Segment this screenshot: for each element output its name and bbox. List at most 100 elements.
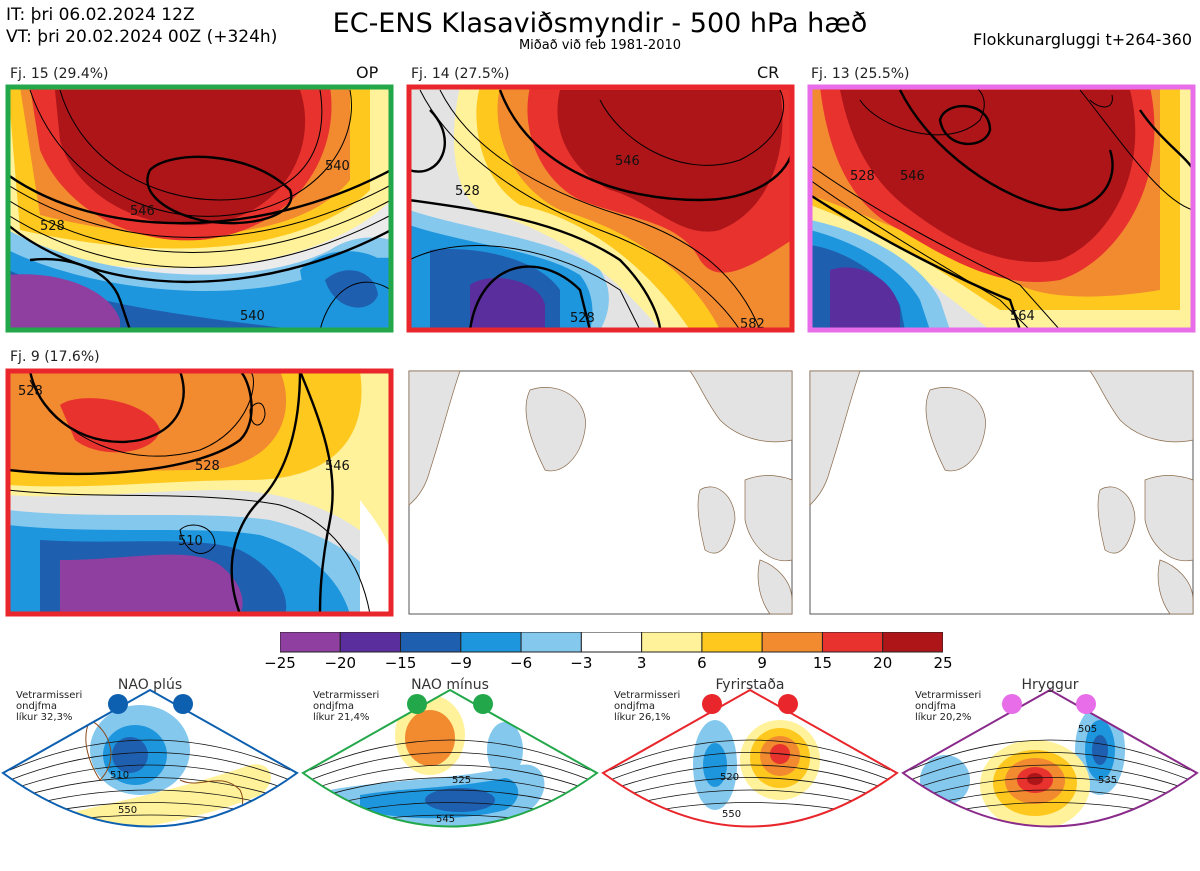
contour-label: 545 xyxy=(436,814,455,825)
regime-name-blocking: Fyrirstaða xyxy=(715,677,785,693)
map-panel-1: 546 540 528 540 xyxy=(8,87,391,330)
colorbar-swatch xyxy=(520,631,582,653)
empty-map-5 xyxy=(408,370,793,615)
colorbar-tick-label: 9 xyxy=(757,654,767,672)
colorbar: −25 −20 −15 −9 −6 −3 3 6 9 15 20 25 xyxy=(264,631,953,678)
contour-label: 528 xyxy=(195,459,220,474)
colorbar-tick-label: −3 xyxy=(570,654,593,672)
colorbar-swatch xyxy=(580,631,643,653)
init-time: IT: þri 06.02.2024 12Z xyxy=(6,5,195,25)
colorbar-tick-label: −15 xyxy=(384,654,417,672)
map-panel-4: 528 528 546 510 xyxy=(8,371,391,614)
regime-marker xyxy=(778,694,798,714)
colorbar-tick-label: −25 xyxy=(264,654,296,672)
panel-3-label: Fj. 13 (25.5%) xyxy=(811,66,910,82)
panel-1-frame xyxy=(5,84,394,333)
contour-label: 550 xyxy=(722,809,741,820)
note-line: ondjfma xyxy=(915,701,956,712)
colorbar-swatches xyxy=(279,631,944,653)
contour-label: 550 xyxy=(118,805,137,816)
colorbar-tick-label: −20 xyxy=(324,654,357,672)
panel-1-tag: OP xyxy=(356,63,379,82)
contour-label: 560 xyxy=(1120,836,1139,847)
panel-2-tag: CR xyxy=(757,63,780,82)
colorbar-swatch xyxy=(821,631,884,653)
contour-label: 540 xyxy=(240,309,265,324)
regime-frame-2 xyxy=(301,688,599,828)
contour-label: 505 xyxy=(1078,724,1097,735)
note-line: ondjfma xyxy=(313,701,354,712)
panel-2-label: Fj. 14 (27.5%) xyxy=(411,66,510,82)
colorbar-tick-label: −6 xyxy=(510,654,533,672)
note-line: líkur 20,2% xyxy=(915,712,972,723)
contour-label: 510 xyxy=(110,770,129,781)
contour-label: 564 xyxy=(1010,309,1035,324)
regime-frame-4 xyxy=(901,688,1199,828)
contour-label: 540 xyxy=(325,159,350,174)
classification-window: Flokkunargluggi t+264-360 xyxy=(973,30,1192,49)
contour-label: 528 xyxy=(18,384,43,399)
contour-label: 525 xyxy=(452,775,471,786)
empty-map-6 xyxy=(809,370,1194,615)
note-line: líkur 26,1% xyxy=(614,712,671,723)
note-line: Vetrarmisseri xyxy=(915,690,982,701)
colorbar-tick-label: −9 xyxy=(449,654,472,672)
colorbar-swatch xyxy=(339,631,402,653)
contour-label: 528 xyxy=(850,169,875,184)
note-line: Vetrarmisseri xyxy=(16,690,83,701)
colorbar-tick-label: 25 xyxy=(933,654,953,672)
valid-time: VT: þri 20.02.2024 00Z (+324h) xyxy=(6,27,278,47)
colorbar-tick-label: 15 xyxy=(812,654,832,672)
contour-label: 528 xyxy=(40,219,65,234)
colorbar-swatch xyxy=(460,631,522,653)
header-info: IT: þri 06.02.2024 12Z VT: þri 20.02.202… xyxy=(6,4,277,48)
contour-label: 510 xyxy=(178,534,203,549)
note-line: Vetrarmisseri xyxy=(313,690,380,701)
map-panel-3: 528 546 564 xyxy=(810,87,1193,330)
contour-label: 528 xyxy=(570,311,595,326)
note-line: Vetrarmisseri xyxy=(614,690,681,701)
note-line: líkur 21,4% xyxy=(313,712,370,723)
colorbar-tick-label: 20 xyxy=(873,654,893,672)
colorbar-tick-label: 3 xyxy=(636,654,647,672)
regime-marker xyxy=(473,694,493,714)
colorbar-swatch xyxy=(641,631,703,653)
contour-label: 582 xyxy=(740,317,765,332)
panel-4-frame xyxy=(5,368,394,617)
contour-label: 560 xyxy=(737,834,756,845)
contour-label: 520 xyxy=(720,772,739,783)
regime-marker xyxy=(108,694,128,714)
regime-note-4: Vetrarmisseri ondjfma líkur 20,2% xyxy=(915,690,981,723)
regime-frame-1 xyxy=(1,688,299,828)
regime-marker xyxy=(407,694,427,714)
regime-frame-3 xyxy=(601,688,899,828)
note-line: ondjfma xyxy=(16,701,57,712)
contour-label: 546 xyxy=(615,154,640,169)
contour-label: 528 xyxy=(455,184,480,199)
contour-label: 535 xyxy=(1098,775,1117,786)
colorbar-swatch xyxy=(701,631,763,653)
regime-name-ridge: Hryggur xyxy=(1021,677,1079,693)
panel-1-label: Fj. 15 (29.4%) xyxy=(10,66,109,82)
contour-label: 565 xyxy=(447,850,466,861)
regime-marker xyxy=(1076,694,1096,714)
regime-note-3: Vetrarmisseri ondjfma líkur 26,1% xyxy=(614,690,680,723)
regime-marker xyxy=(1002,694,1022,714)
regime-note-1: Vetrarmisseri ondjfma líkur 32,3% xyxy=(16,690,82,723)
colorbar-tick-label: 6 xyxy=(697,654,707,672)
regime-marker xyxy=(702,694,722,714)
panel-2-frame xyxy=(406,84,795,333)
note-line: líkur 32,3% xyxy=(16,712,73,723)
colorbar-swatch xyxy=(761,631,823,653)
note-line: ondjfma xyxy=(614,701,655,712)
contour-label: 546 xyxy=(325,459,350,474)
colorbar-swatch xyxy=(882,631,944,653)
regime-marker xyxy=(173,694,193,714)
contour-label: 546 xyxy=(900,169,925,184)
page-title: EC-ENS Klasaviðsmyndir - 500 hPa hæð xyxy=(332,8,868,39)
regime-note-2: Vetrarmisseri ondjfma líkur 21,4% xyxy=(313,690,379,723)
regime-name-nao-minus: NAO mínus xyxy=(411,677,489,693)
regime-name-nao-plus: NAO plús xyxy=(117,677,183,693)
colorbar-swatch xyxy=(400,631,462,653)
